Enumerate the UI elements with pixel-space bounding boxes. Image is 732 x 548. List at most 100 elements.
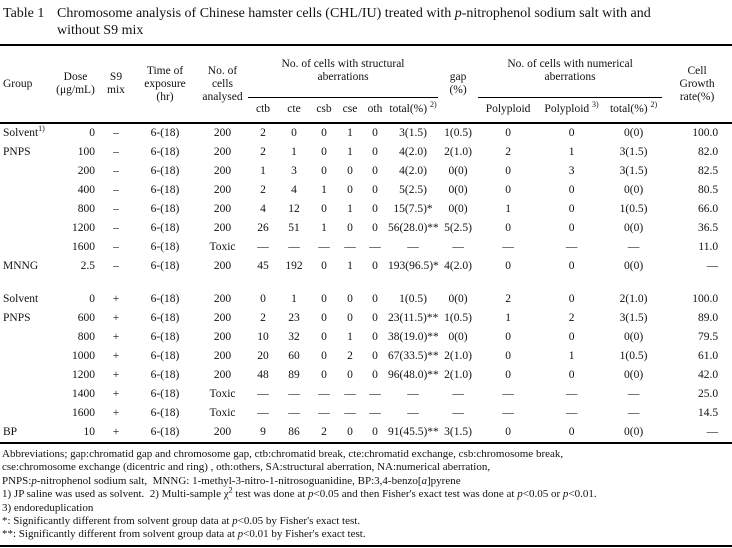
- cell-csb: —: [318, 241, 330, 253]
- cell-growth-rate: 82.0: [697, 146, 719, 158]
- spacer-row: [0, 276, 732, 290]
- cell-group: [0, 385, 52, 404]
- cell-polyploid: 0: [505, 127, 511, 139]
- cell-s9-mix: –: [113, 184, 119, 196]
- cell-polyploid: —: [502, 407, 514, 419]
- cell-growth-rate: 14.5: [697, 407, 719, 419]
- cell-exposure: 6-(18): [150, 260, 180, 272]
- cell-polyploid-endoreduplication: 0: [568, 260, 575, 272]
- cell-group: [0, 366, 52, 385]
- table-row: Solvent 0 +6-(18) 200 0 1 0 0 0 1(0.5) 0(0) 2 0 2(1.0…: [0, 290, 732, 309]
- footnotes: Abbreviations; gap:chromatid gap and chr…: [0, 444, 732, 542]
- footnote-line: 1) JP saline was used as solvent. 2) Mul…: [2, 485, 597, 501]
- cell-polyploid: —: [502, 388, 514, 400]
- header-s9-mix: S9 mix: [107, 71, 125, 96]
- cell-oth: —: [369, 407, 381, 419]
- cell-na-total: 0(0): [623, 222, 644, 234]
- cell-cte: 12: [288, 203, 300, 215]
- cell-dose: 2.5: [80, 260, 95, 272]
- cell-s9-mix: +: [112, 350, 120, 362]
- cell-csb: 0: [321, 350, 327, 362]
- cell-ctb: 10: [257, 331, 269, 343]
- cell-sa-total: 15(7.5)*: [393, 203, 433, 215]
- table-row: 800 – 6-(18) 200 4 12 0 1 0 15(7.5)* 0(0) 1 0 1(0.5) 6…: [0, 200, 732, 219]
- header-time-of-exposure: Time of exposure (hr): [144, 64, 186, 103]
- cell-gap: 4(2.0): [444, 260, 472, 272]
- cell-oth: 0: [372, 331, 378, 343]
- cell-ctb: 48: [257, 369, 269, 381]
- cell-group: BP: [3, 426, 18, 438]
- cell-cells-analysed: 200: [213, 426, 232, 438]
- cell-oth: —: [369, 241, 381, 253]
- cell-sa-total: 96(48.0)**: [388, 369, 439, 381]
- cell-csb: 0: [321, 369, 327, 381]
- cell-polyploid: 2: [505, 293, 511, 305]
- table-row: PNPS 100 – 6-(18) 200 2 1 0 1 0 4(2.0) 2(1.0) 2 1 3(1.…: [0, 143, 732, 162]
- cell-cells-analysed: 200: [213, 165, 232, 177]
- cell-growth-rate: —: [706, 426, 719, 438]
- cell-cte: 3: [291, 165, 297, 177]
- footnote-line: PNPS:p-nitrophenol sodium salt, MNNG: 1-…: [2, 474, 461, 487]
- cell-csb: 0: [321, 260, 327, 272]
- cell-gap: 0(0): [448, 184, 468, 196]
- cell-polyploid-endoreduplication: 1: [568, 146, 575, 158]
- header-ctb: ctb: [255, 103, 271, 116]
- cell-ctb: —: [257, 388, 269, 400]
- cell-cells-analysed: 200: [213, 146, 232, 158]
- cell-gap: 0(0): [448, 293, 468, 305]
- cell-group: PNPS: [3, 312, 31, 324]
- table-body: Solvent1) 0–6-(18) 200 2 0 0 1 0 3(1.5) 1(0.5) 0 0 0…: [0, 123, 732, 443]
- cell-gap: 3(1.5): [444, 426, 472, 438]
- cell-dose: 0: [89, 127, 95, 139]
- cell-growth-rate: 80.5: [697, 184, 719, 196]
- cell-cells-analysed: 200: [213, 331, 232, 343]
- cell-polyploid-endoreduplication: 0: [568, 369, 575, 381]
- cell-polyploid: 0: [505, 165, 511, 177]
- cell-oth: 0: [372, 146, 378, 158]
- cell-cte: 4: [291, 184, 297, 196]
- cell-polyploid: 0: [505, 331, 511, 343]
- cell-cte: —: [288, 241, 300, 253]
- cell-dose: 0: [89, 293, 95, 305]
- cell-polyploid-endoreduplication: 0: [568, 331, 575, 343]
- cell-polyploid: 0: [505, 222, 511, 234]
- cell-na-total: 1(0.5): [619, 350, 648, 362]
- cell-dose: 200: [77, 165, 95, 177]
- footnote-line: *: Significantly different from solvent …: [2, 515, 361, 528]
- cell-polyploid: 1: [505, 203, 511, 215]
- cell-csb: —: [318, 407, 330, 419]
- cell-group: [0, 162, 52, 181]
- cell-oth: 0: [372, 293, 378, 305]
- cell-group: Solvent1): [3, 124, 45, 139]
- cell-cse: —: [344, 388, 356, 400]
- cell-ctb: 4: [260, 203, 266, 215]
- header-group: Group: [3, 77, 33, 90]
- header-polyploid: Polyploid: [485, 103, 531, 116]
- cell-exposure: 6-(18): [150, 184, 180, 196]
- cell-cte: 51: [288, 222, 300, 234]
- spacer-cell: [0, 276, 732, 290]
- cell-exposure: 6-(18): [150, 388, 180, 400]
- cell-exposure: 6-(18): [150, 350, 180, 362]
- table-row: 400 – 6-(18) 200 2 4 1 0 0 5(2.5) 0(0) 0 0 0(0) 80.5: [0, 181, 732, 200]
- cell-ctb: —: [257, 407, 269, 419]
- footnote-line: cse:chromosome exchange (dicentric and r…: [2, 461, 491, 474]
- cell-oth: 0: [372, 203, 378, 215]
- cell-polyploid: 0: [505, 350, 511, 362]
- cell-growth-rate: 61.0: [697, 350, 719, 362]
- cell-cte: 86: [288, 426, 300, 438]
- cell-dose: 600: [77, 312, 95, 324]
- header-cells-analysed: No. of cells analysed: [202, 64, 243, 103]
- cell-group: [0, 404, 52, 423]
- cell-s9-mix: –: [113, 222, 119, 234]
- header-dose: Dose (μg/mL): [56, 71, 95, 96]
- cell-polyploid-endoreduplication: 0: [568, 293, 575, 305]
- cell-dose: 1600: [72, 241, 95, 253]
- cell-group: MNNG: [3, 260, 39, 272]
- table-row: 1600 +6-(18) Toxic — — — — — — — — — — 14.5: [0, 404, 732, 423]
- cell-csb: 0: [321, 146, 327, 158]
- cell-exposure: 6-(18): [150, 241, 180, 253]
- cell-cells-analysed: 200: [213, 312, 232, 324]
- cell-na-total: 2(1.0): [619, 293, 648, 305]
- cell-dose: 800: [77, 203, 95, 215]
